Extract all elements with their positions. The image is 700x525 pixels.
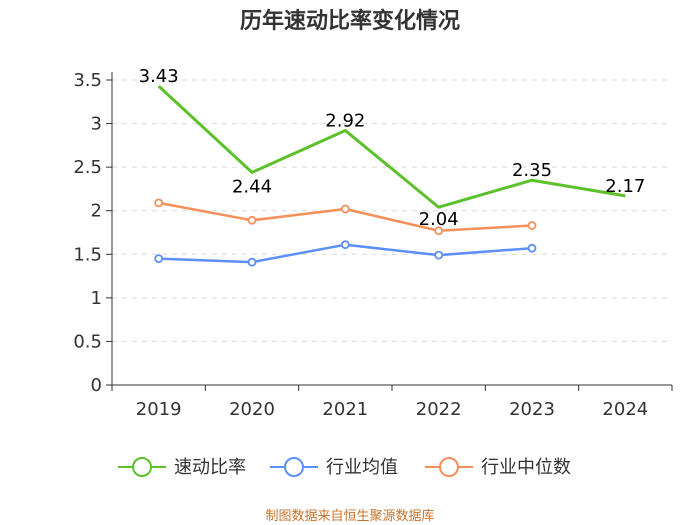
series-point-1 [340, 240, 350, 250]
legend-label: 速动比率 [174, 457, 246, 478]
y-tick-label: 2 [91, 201, 102, 222]
x-tick-label: 2019 [136, 399, 182, 420]
legend[interactable]: 速动比率 行业均值 行业中位数 [118, 457, 571, 478]
y-tick-label: 1 [91, 288, 102, 309]
source-note: 制图数据来自恒生聚源数据库 [265, 508, 434, 524]
data-label: 2.17 [605, 176, 645, 197]
x-tick-label: 2021 [322, 399, 368, 420]
legend-item-1[interactable]: 行业均值 [270, 457, 398, 478]
data-label: 3.43 [139, 66, 179, 87]
legend-label: 行业中位数 [481, 457, 571, 478]
axis-layer: 0 0.5 1 1.5 2 2.5 3 3.5 2019 2020 2021 2022 2023 2024 [73, 70, 673, 420]
data-label: 2.92 [325, 111, 365, 132]
legend-item-0[interactable]: 速动比率 [118, 457, 246, 478]
label-layer: 3.43 2.44 2.92 2.04 2.35 2.17 [139, 66, 646, 230]
x-tick-label: 2020 [229, 399, 275, 420]
series-point-1 [527, 243, 537, 253]
y-tick-label: 0 [91, 375, 102, 396]
y-tick-label: 1.5 [73, 244, 102, 265]
series-point-2 [340, 204, 350, 214]
y-tick-label: 3 [91, 114, 102, 135]
series-point-1 [434, 250, 444, 260]
legend-label: 行业均值 [326, 457, 398, 478]
legend-item-2[interactable]: 行业中位数 [425, 457, 571, 478]
series-layer [154, 84, 626, 267]
legend-marker-icon [132, 457, 152, 477]
y-tick-label: 0.5 [73, 331, 102, 352]
series-point-1 [247, 257, 257, 267]
y-tick-label: 3.5 [73, 70, 102, 91]
legend-marker-icon [284, 457, 304, 477]
x-tick-label: 2024 [602, 399, 648, 420]
series-point-1 [154, 254, 164, 264]
series-point-2 [434, 226, 444, 236]
series-point-2 [154, 198, 164, 208]
y-tick-label: 2.5 [73, 157, 102, 178]
chart-title: 历年速动比率变化情况 [240, 8, 460, 34]
x-tick-label: 2022 [416, 399, 462, 420]
data-label: 2.04 [419, 209, 459, 230]
series-point-2 [527, 221, 537, 230]
x-tick-label: 2023 [509, 399, 555, 420]
legend-marker-icon [439, 457, 459, 477]
data-label: 2.35 [512, 160, 552, 181]
series-point-2 [247, 215, 257, 225]
series-line-0 [157, 84, 626, 209]
data-label: 2.44 [232, 176, 272, 197]
